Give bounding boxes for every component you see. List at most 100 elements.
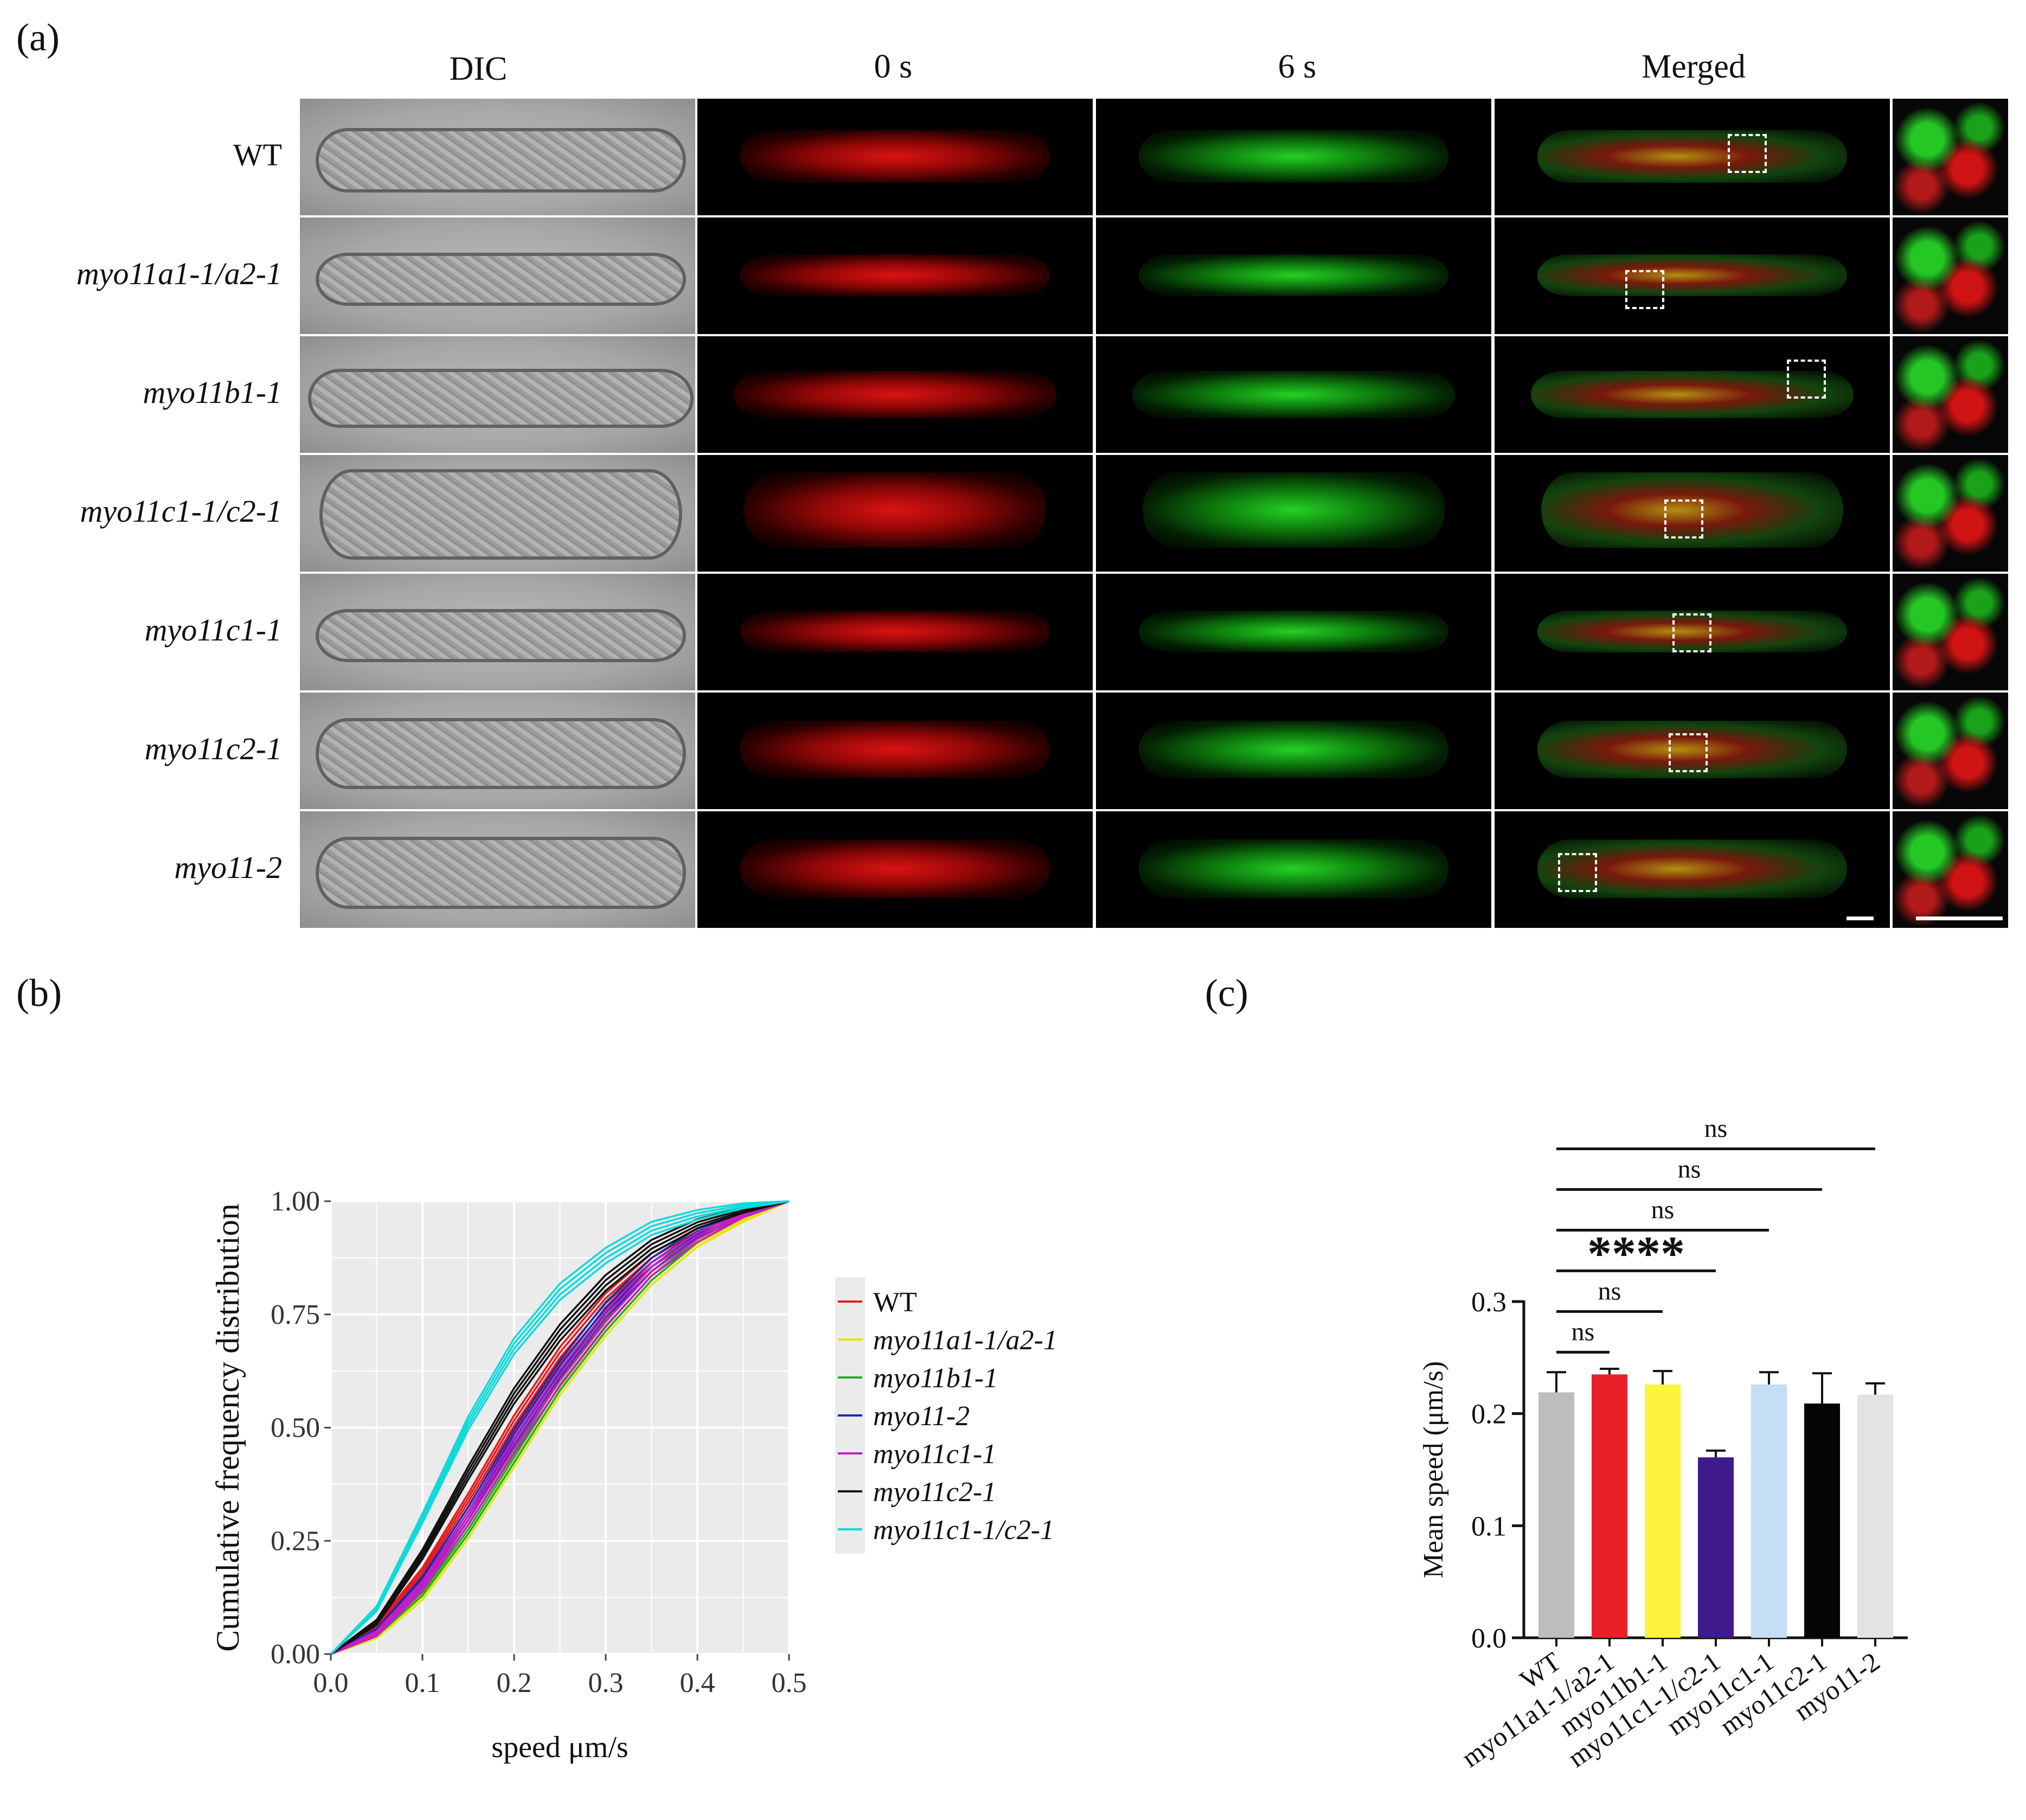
series-line [330,1200,790,1655]
zoom-inset-image [1893,693,2008,809]
dic-image [300,693,695,809]
panel-a-label: (a) [16,16,60,59]
y-tick-label: 0.50 [271,1413,320,1444]
series-line [330,1200,790,1655]
y-tick-label: 1.00 [271,1186,320,1217]
zoom-region-box [1664,499,1704,539]
zoom-region-box [1557,853,1597,893]
merged-image [1495,693,1890,809]
merged-image [1495,455,1890,572]
scale-bar [1847,917,1874,920]
zoom-inset-image [1893,455,2008,572]
row-label: myo11c1-1 [144,612,282,648]
y-axis-title: Mean speed (μm/s) [1418,1361,1449,1578]
bar [1804,1404,1840,1638]
zoom-region-box [1787,360,1826,399]
series-line [330,1200,790,1655]
frame-6s-image [1096,811,1491,928]
dic-image [300,99,695,215]
legend-label: myo11c2-1 [873,1477,996,1508]
cumulative-distribution-chart: 0.0 0.1 0.2 0.3 0.4 0.5 0.00 0.25 0.50 0.75 1.00 sp… [210,1186,1057,1764]
dic-image [300,336,695,453]
frame-0s-image [697,574,1093,690]
frame-0s-image [697,217,1093,334]
column-header-0s: 0 s [874,48,913,85]
zoom-region-box [1625,270,1664,309]
legend-label: myo11c1-1 [873,1439,996,1470]
y-tick-label: 0.3 [1471,1287,1506,1318]
merged-image [1495,811,1890,928]
x-tick-label: 0.2 [497,1668,532,1699]
series-line [330,1200,790,1655]
zoom-region-box [1672,613,1712,653]
x-axis-title: speed μm/s [491,1731,628,1764]
merged-image [1495,574,1890,690]
y-tick-label: 0.1 [1471,1511,1506,1542]
frame-6s-image [1096,99,1491,215]
y-axis-title: Cumulative frequency distribution [210,1203,246,1652]
zoom-region-box [1668,733,1708,773]
series-line [330,1200,790,1655]
merged-image [1495,217,1890,334]
frame-0s-image [697,99,1093,215]
y-tick-label: 0.25 [271,1526,320,1556]
frame-6s-image [1096,693,1491,809]
merged-image [1495,336,1890,453]
series-line [330,1200,790,1655]
x-tick-label: 0.0 [313,1668,349,1699]
zoom-inset-image [1893,336,2008,453]
frame-0s-image [697,693,1093,809]
legend-label: myo11b1-1 [873,1363,998,1394]
series-line [330,1200,790,1655]
x-tick-label: 0.5 [772,1668,807,1699]
frame-6s-image [1096,336,1491,453]
column-header-dic: DIC [449,50,508,87]
frame-0s-image [697,336,1093,453]
bar [1698,1457,1734,1638]
y-tick-label: 0.2 [1471,1399,1506,1430]
significance-label: ns [1678,1155,1701,1183]
frame-6s-image [1096,217,1491,334]
dic-image [300,455,695,572]
x-tick-label: 0.1 [405,1668,440,1699]
bar [1538,1392,1574,1638]
y-tick-label: 0.00 [271,1639,320,1670]
bar [1645,1384,1681,1638]
significance-label: ns [1598,1277,1621,1305]
column-header-merged: Merged [1642,48,1746,85]
zoom-inset-image [1893,99,2008,215]
merged-image [1495,99,1890,215]
frame-6s-image [1096,574,1491,690]
y-tick-label: 0.75 [271,1299,320,1330]
zoom-inset-image [1893,574,2008,690]
dic-image [300,574,695,690]
row-label: myo11c1-1/c2-1 [80,494,282,529]
panel-c-label: (c) [1205,971,1248,1015]
significance-label: ns [1572,1317,1595,1346]
legend-label: WT [873,1287,917,1318]
column-header-6s: 6 s [1278,48,1317,85]
row-label: WT [233,137,282,172]
legend-label: myo11c1-1/c2-1 [873,1515,1054,1546]
legend-label: myo11a1-1/a2-1 [873,1325,1057,1356]
frame-0s-image [697,811,1093,928]
series-line [330,1200,790,1655]
zoom-inset-image [1893,811,2008,928]
dic-image [300,811,695,928]
legend-label: myo11-2 [873,1401,970,1432]
series-line [330,1200,790,1655]
significance-label: ns [1704,1114,1728,1143]
scale-bar [1916,917,2003,920]
frame-6s-image [1096,455,1491,572]
series-line [330,1200,790,1655]
bar [1592,1374,1627,1638]
row-label: myo11b1-1 [143,375,282,410]
y-tick-label: 0.0 [1471,1623,1506,1654]
panel-b-label: (b) [16,971,62,1015]
bar [1857,1394,1893,1638]
row-label: myo11-2 [174,850,282,885]
row-label: myo11a1-1/a2-1 [76,256,282,291]
zoom-inset-image [1893,217,2008,334]
series-line [330,1200,790,1655]
